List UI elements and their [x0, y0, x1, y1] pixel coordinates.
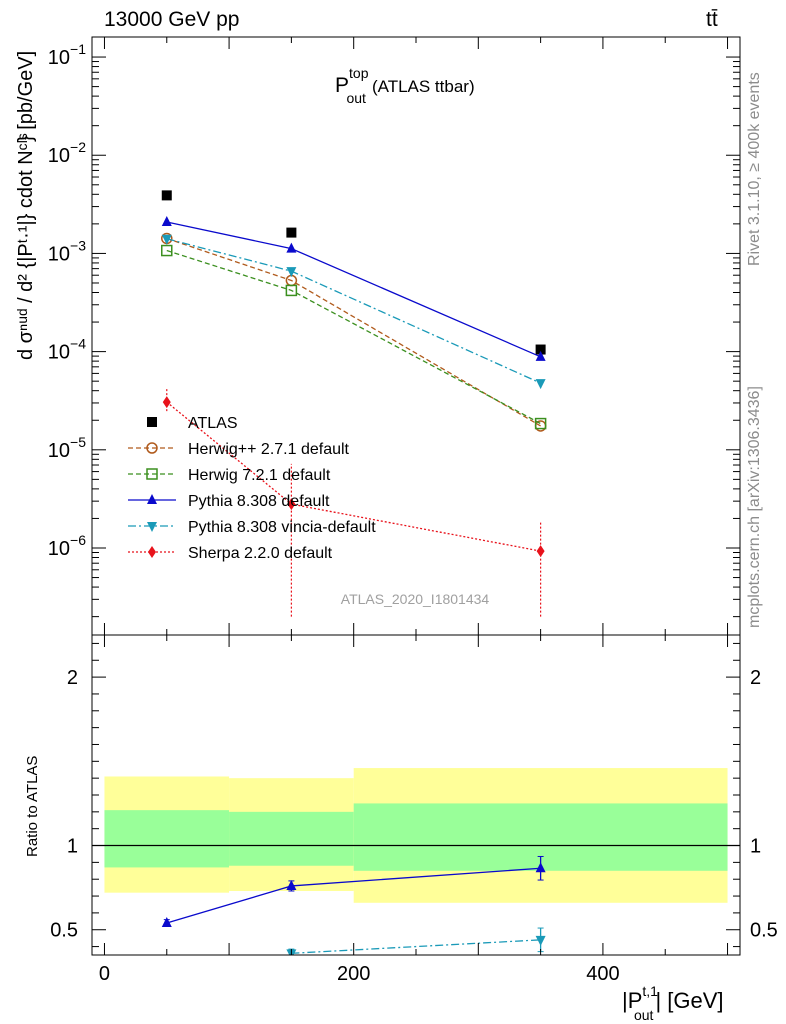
data-point [161, 234, 172, 245]
ratio-y-tick-label-right: 0.5 [750, 920, 778, 942]
main-y-label-lead: d σⁿᵘᵈ / d² {|Pᵗ·¹|} cdot Nᶜˡˢ [15, 133, 37, 360]
legend-marker [146, 442, 158, 454]
main-y-tick-label: 10−6 [48, 532, 86, 560]
ratio-y-tick-label-right: 2 [750, 667, 761, 689]
main-y-tick-label: 10−5 [48, 434, 86, 462]
data-point [285, 284, 298, 297]
main-y-tick-label: 10−1 [48, 41, 86, 69]
ratio-uncertainty-bands [92, 768, 740, 903]
legend-label: ATLAS [188, 415, 238, 432]
analysis-watermark: ATLAS_2020_I1801434 [341, 591, 490, 607]
ratio-series-group [161, 855, 546, 955]
series-line [166, 249, 541, 425]
series-pythia-8-308-vincia-default [161, 234, 546, 390]
x-tick-label: 400 [586, 963, 619, 985]
main-title-suffix: (ATLAS ttbar) [372, 77, 475, 96]
legend-label: Pythia 8.308 vincia-default [188, 519, 376, 536]
x-axis-label-suffix: | [GeV] [655, 988, 723, 1013]
data-point [534, 417, 547, 430]
data-point [536, 545, 545, 558]
main-y-tick-label: 10−3 [48, 237, 86, 265]
data-point [286, 227, 297, 238]
legend-entry: Sherpa 2.2.0 default [128, 545, 333, 562]
green-band [229, 811, 354, 866]
data-point [535, 350, 546, 361]
data-point [161, 190, 172, 201]
legend-marker [147, 522, 157, 532]
data-point [535, 379, 546, 390]
legend-marker [147, 417, 157, 427]
mcplots-label: mcplots.cern.ch [arXiv:1306.3436] [746, 386, 763, 628]
main-title: Ptop out(ATLAS ttbar) [335, 65, 475, 106]
process-label: tt̄ [706, 8, 718, 31]
ratio-y-label: Ratio to ATLAS [24, 756, 41, 857]
main-title-sub: out [346, 90, 366, 106]
ratio-series-pythia-8-308-vincia-default [286, 927, 546, 955]
legend-entry: Herwig 7.2.1 default [128, 467, 331, 484]
ratio-y-tick-label: 1 [67, 836, 78, 858]
ratio-data-point [535, 862, 546, 873]
series-line [166, 237, 541, 427]
legend-marker [146, 468, 158, 480]
legend-label: Herwig 7.2.1 default [188, 467, 331, 484]
x-axis-label: |Pt,1 out| [GeV] [622, 983, 724, 1023]
x-axis-label-sub: out [634, 1007, 654, 1023]
series-herwig-2-7-1-default [161, 232, 547, 432]
data-point [161, 244, 173, 257]
legend-entry: Pythia 8.308 default [128, 493, 330, 510]
x-tick-label: 200 [337, 963, 370, 985]
data-point [287, 498, 296, 511]
main-y-label-unit: } [pb/GeV] [15, 51, 37, 142]
legend-entry: Herwig++ 2.7.1 default [128, 441, 350, 458]
series-herwig-7-2-1-default [161, 244, 547, 430]
x-axis-label-sup: t,1 [642, 983, 658, 999]
main-axes: 10−1 10−2 10−3 10−4 10−5 10−6 [48, 37, 740, 635]
ratio-data-point [535, 935, 546, 946]
x-tick-label: 0 [99, 963, 110, 985]
ratio-y-tick-label: 0.5 [50, 920, 78, 942]
data-point [161, 215, 172, 226]
legend-label: Pythia 8.308 default [188, 493, 330, 510]
series-line [166, 221, 541, 358]
ratio-data-point [161, 917, 172, 927]
legend-label: Sherpa 2.2.0 default [188, 545, 333, 562]
main-y-tick-label: 10−4 [48, 336, 86, 364]
legend-entry: ATLAS [147, 415, 238, 432]
ratio-axes: 0 200 400 0.5 0.5 1 1 2 2 [50, 635, 778, 985]
legend-marker [148, 546, 156, 558]
main-series-group [161, 190, 547, 617]
main-y-label: d σⁿᵘᵈ / d² {|Pᵗ·¹|} cdot Nᶜˡˢ } [pb/GeV… [15, 51, 37, 360]
legend-entry: Pythia 8.308 vincia-default [128, 519, 376, 536]
data-point [286, 242, 297, 253]
legend: ATLAS Herwig++ 2.7.1 default Herwig 7.2.1 … [128, 415, 376, 562]
legend-marker [147, 494, 157, 504]
ratio-series-pythia-8-308-default [161, 855, 546, 927]
series-atlas [161, 190, 546, 355]
data-point [535, 344, 546, 355]
series-pythia-8-308-default [161, 215, 546, 361]
ratio-data-point [286, 879, 297, 890]
main-y-tick-label: 10−2 [48, 139, 86, 167]
ratio-series-line [291, 939, 541, 954]
green-band [104, 810, 230, 868]
main-title-sup: top [349, 65, 369, 81]
data-point [286, 267, 297, 278]
legend-label: Herwig++ 2.7.1 default [188, 441, 350, 458]
energy-label: 13000 GeV pp [104, 8, 240, 31]
ratio-y-tick-label-right: 1 [750, 836, 761, 858]
series-sherpa-2-2-0-default [162, 388, 545, 617]
data-point [162, 396, 171, 409]
series-line [166, 238, 541, 384]
rivet-version-label: Rivet 3.1.10, ≥ 400k events [746, 72, 763, 266]
ratio-y-tick-label: 2 [67, 667, 78, 689]
